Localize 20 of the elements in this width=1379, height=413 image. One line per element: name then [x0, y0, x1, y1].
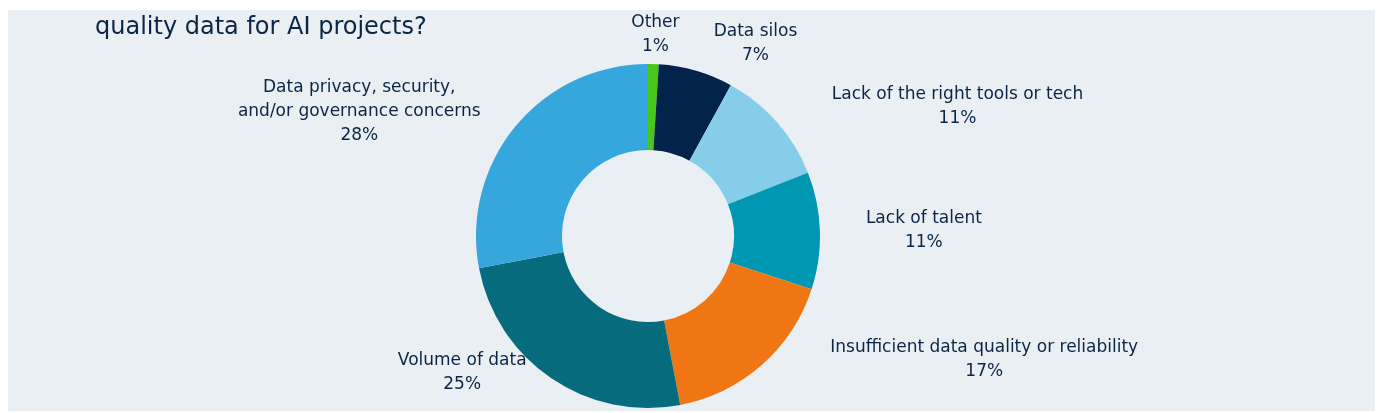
slice-label: Other	[631, 11, 680, 32]
data-label: 11%	[905, 231, 943, 252]
slice-label: Volume of data	[397, 348, 527, 369]
data-label: 7%	[741, 43, 769, 64]
donut-slice	[689, 85, 808, 205]
slice-label: Lack of talent	[865, 207, 983, 228]
slice-label: Insufficient data quality or reliability	[830, 336, 1139, 357]
slice-label: Lack of the right tools or tech	[831, 83, 1084, 103]
donut-slice	[648, 64, 659, 151]
data-label: 1%	[641, 35, 669, 56]
donut-slice	[727, 172, 820, 290]
data-label: 28%	[340, 123, 379, 144]
data-label: 25%	[443, 372, 482, 393]
donut-slice	[653, 64, 731, 161]
slice-label: Data privacy, security, and/or governance concerns	[237, 75, 481, 120]
data-label: 11%	[938, 107, 977, 127]
slice-label: Data silos	[713, 19, 798, 40]
chart-title: quality data for AI projects?	[95, 12, 427, 40]
donut-slice	[664, 262, 812, 405]
data-label: 17%	[965, 360, 1004, 381]
